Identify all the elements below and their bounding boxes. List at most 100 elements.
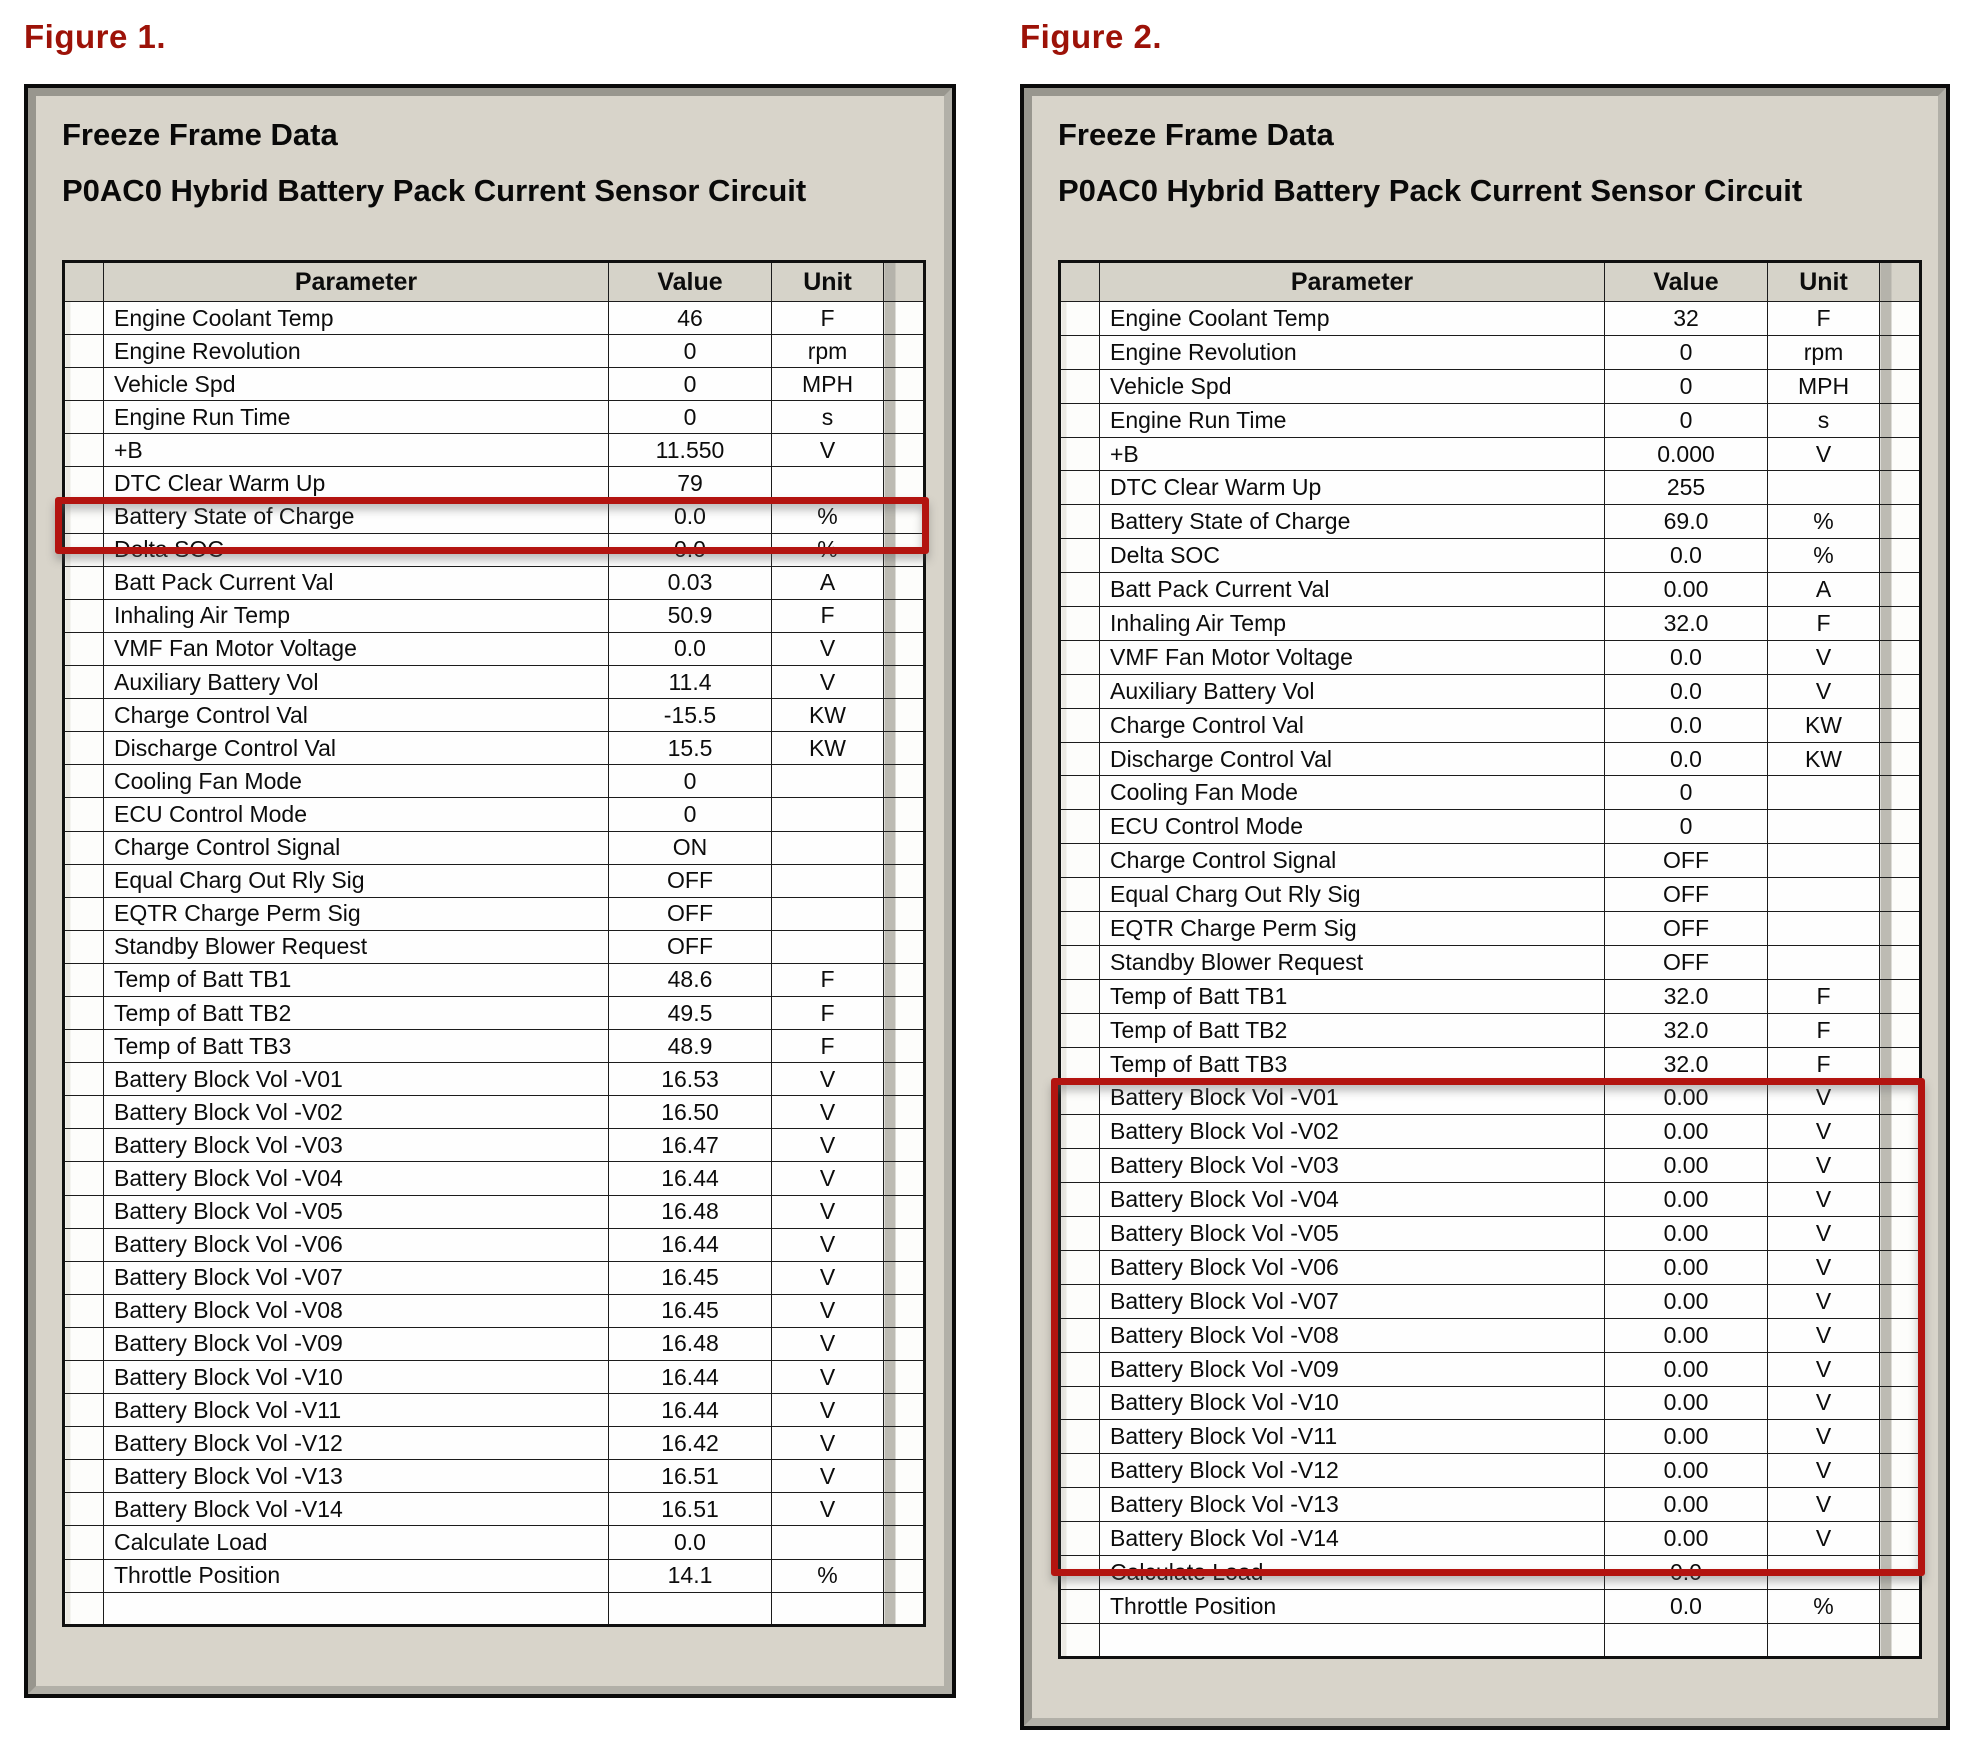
table-row[interactable]: Standby Blower Request OFF (63, 929, 925, 964)
table-row[interactable]: Batt Pack Current Val 0.03 A (63, 565, 925, 600)
row-selector-cell (63, 863, 104, 898)
table-row[interactable]: Temp of Batt TB2 49.5 F (63, 995, 925, 1031)
table-row[interactable]: Battery Block Vol -V13 0.00 V (1059, 1487, 1921, 1523)
table-row[interactable]: Engine Revolution 0 rpm (1059, 334, 1921, 370)
table-row[interactable]: Battery Block Vol -V14 16.51 V (63, 1492, 925, 1527)
table-row[interactable]: DTC Clear Warm Up 79 (63, 466, 925, 501)
table-row[interactable]: Battery State of Charge 69.0% (1059, 504, 1921, 540)
table-row[interactable]: Batt Pack Current Val 0.00 A (1059, 572, 1921, 608)
table-row[interactable]: Battery Block Vol -V01 0.00 V (1059, 1080, 1921, 1116)
table-row[interactable]: Battery Block Vol -V05 0.00 V (1059, 1216, 1921, 1251)
table-row[interactable]: Battery Block Vol -V04 0.00 V (1059, 1182, 1921, 1218)
val-cell: 49.5 (608, 995, 772, 1031)
table-row[interactable]: Battery State of Charge 0.0% (63, 499, 925, 534)
table-row[interactable]: Battery Block Vol -V01 16.53 V (63, 1062, 925, 1097)
gutter-cell (1879, 809, 1921, 845)
gutter-cell (883, 863, 925, 898)
table-row[interactable]: Vehicle Spd 0 MPH (63, 367, 925, 402)
unit-cell: F (1767, 1012, 1880, 1048)
table-row[interactable]: Discharge Control Val 0.0 KW (1059, 741, 1921, 777)
table-row[interactable]: Standby Blower Request OFF (1059, 944, 1921, 980)
table-row[interactable]: Battery Block Vol -V12 16.42 V (63, 1426, 925, 1461)
table-row[interactable]: EQTR Charge Perm Sig OFF (1059, 911, 1921, 946)
unit-cell: MPH (771, 367, 884, 402)
table-row[interactable]: Battery Block Vol -V06 16.44 V (63, 1227, 925, 1262)
table-row[interactable]: VMF Fan Motor Voltage 0.0 V (63, 631, 925, 667)
table-row[interactable]: Temp of Batt TB1 48.6 F (63, 962, 925, 997)
table-row[interactable]: Battery Block Vol -V03 16.47 V (63, 1128, 925, 1163)
value-column-header[interactable]: Value (1604, 261, 1768, 302)
table-row[interactable]: DTC Clear Warm Up 255 (1059, 470, 1921, 506)
table-row[interactable]: Engine Run Time 0 s (63, 400, 925, 435)
table-row[interactable]: Cooling Fan Mode 0 (1059, 775, 1921, 811)
table-row[interactable]: Battery Block Vol -V07 0.00 V (1059, 1283, 1921, 1319)
table-row[interactable]: Battery Block Vol -V11 16.44 V (63, 1393, 925, 1428)
figure-1-label: Figure 1. (24, 18, 167, 55)
table-row[interactable]: Auxiliary Battery Vol 11.4 V (63, 665, 925, 700)
table-row[interactable]: Inhaling Air Temp 50.9 F (63, 598, 925, 633)
table-row[interactable]: EQTR Charge Perm Sig OFF (63, 896, 925, 931)
table-row[interactable]: Battery Block Vol -V09 0.00 V (1059, 1351, 1921, 1387)
table-row[interactable]: Engine Coolant Temp 46 F (63, 300, 925, 336)
table-row[interactable]: Equal Charg Out Rly Sig OFF (63, 863, 925, 898)
table-row[interactable] (63, 1591, 925, 1626)
val-cell: 16.44 (608, 1227, 772, 1262)
table-row[interactable]: Engine Coolant Temp 32 F (1059, 301, 1921, 336)
table-row[interactable]: Battery Block Vol -V06 0.00 V (1059, 1249, 1921, 1285)
table-row[interactable]: ECU Control Mode 0 (63, 797, 925, 832)
table-row[interactable]: Temp of Batt TB1 32.0 F (1059, 978, 1921, 1014)
unit-cell (771, 764, 884, 799)
table-row[interactable]: Battery Block Vol -V10 0.00 V (1059, 1385, 1921, 1421)
table-row[interactable]: Battery Block Vol -V14 0.00 V (1059, 1521, 1921, 1556)
table-row[interactable]: Battery Block Vol -V02 16.50 V (63, 1095, 925, 1130)
table-row[interactable]: Auxiliary Battery Vol 0.0 V (1059, 673, 1921, 709)
value-column-header[interactable]: Value (608, 261, 772, 302)
table-row[interactable]: Charge Control Val 0.0 KW (1059, 707, 1921, 743)
table-row[interactable]: Temp of Batt TB3 48.9 F (63, 1029, 925, 1064)
table-row[interactable]: Throttle Position 14.1% (63, 1558, 925, 1593)
table-row[interactable]: Battery Block Vol -V11 0.00 V (1059, 1419, 1921, 1455)
table-row[interactable]: +B 0.000 V (1059, 436, 1921, 472)
table-row[interactable]: ECU Control Mode 0 (1059, 809, 1921, 845)
table-row[interactable]: Engine Revolution 0 rpm (63, 334, 925, 369)
table-row[interactable]: Battery Block Vol -V13 16.51 V (63, 1459, 925, 1494)
row-selector-cell (63, 1128, 104, 1163)
table-row[interactable]: Throttle Position 0.0% (1059, 1588, 1921, 1624)
unit-cell (1767, 843, 1880, 879)
table-row[interactable]: Charge Control Val -15.5 KW (63, 698, 925, 733)
table-row[interactable]: VMF Fan Motor Voltage 0.0 V (1059, 639, 1921, 675)
table-row[interactable]: Battery Block Vol -V04 16.44 V (63, 1161, 925, 1196)
table-row[interactable]: Cooling Fan Mode 0 (63, 764, 925, 799)
table-row[interactable]: Equal Charg Out Rly Sig OFF (1059, 877, 1921, 913)
row-selector-cell (63, 1326, 104, 1362)
unit-column-header[interactable]: Unit (1767, 261, 1880, 302)
table-row[interactable]: Battery Block Vol -V12 0.00 V (1059, 1453, 1921, 1489)
table-row[interactable]: Battery Block Vol -V08 16.45 V (63, 1293, 925, 1328)
table-row[interactable]: Inhaling Air Temp 32.0 F (1059, 606, 1921, 641)
table-row[interactable]: Charge Control Signal ON (63, 830, 925, 865)
table-row[interactable]: Battery Block Vol -V05 16.48 V (63, 1194, 925, 1229)
gutter-header-cell (1879, 261, 1921, 302)
table-row[interactable]: Engine Run Time 0 s (1059, 402, 1921, 438)
table-row[interactable]: Battery Block Vol -V07 16.45 V (63, 1260, 925, 1295)
table-row[interactable]: +B 11.550 V (63, 433, 925, 468)
table-row[interactable]: Discharge Control Val 15.5 KW (63, 731, 925, 766)
parameter-column-header[interactable]: Parameter (1099, 261, 1605, 302)
parameter-column-header[interactable]: Parameter (103, 261, 609, 302)
table-row[interactable]: Battery Block Vol -V09 16.48 V (63, 1326, 925, 1362)
unit-column-header[interactable]: Unit (771, 261, 884, 302)
table-row[interactable]: Calculate Load 0.0 (1059, 1554, 1921, 1590)
table-row[interactable]: Temp of Batt TB2 32.0 F (1059, 1012, 1921, 1048)
table-row[interactable]: Battery Block Vol -V08 0.00 V (1059, 1317, 1921, 1353)
table-row[interactable] (1059, 1622, 1921, 1658)
table-row[interactable]: Vehicle Spd 0 MPH (1059, 368, 1921, 404)
table-row[interactable]: Calculate Load 0.0 (63, 1525, 925, 1560)
table-row[interactable]: Battery Block Vol -V02 0.00 V (1059, 1114, 1921, 1150)
freeze-frame-panel-1: Freeze Frame Data P0AC0 Hybrid Battery P… (24, 84, 956, 1698)
table-row[interactable]: Battery Block Vol -V03 0.00 V (1059, 1148, 1921, 1184)
table-row[interactable]: Charge Control Signal OFF (1059, 843, 1921, 879)
table-row[interactable]: Delta SOC 0.0% (1059, 538, 1921, 574)
table-row[interactable]: Delta SOC 0.0% (63, 532, 925, 567)
table-row[interactable]: Temp of Batt TB3 32.0 F (1059, 1046, 1921, 1082)
table-row[interactable]: Battery Block Vol -V10 16.44 V (63, 1359, 925, 1395)
